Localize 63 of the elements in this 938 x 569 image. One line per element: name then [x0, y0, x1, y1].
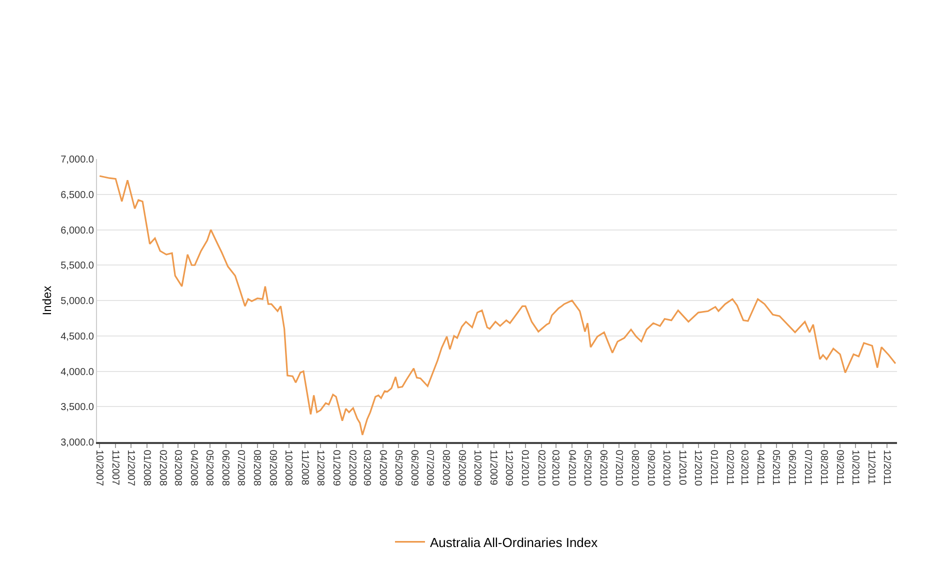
x-tick-label: 08/2009 — [440, 450, 452, 486]
x-tick-label: 09/2009 — [456, 450, 468, 486]
x-tick-label: 06/2010 — [597, 450, 608, 486]
x-tick-label: 02/2011 — [724, 450, 736, 486]
x-tick-label: 09/2008 — [267, 450, 278, 486]
legend-label: Australia All-Ordinaries Index — [430, 534, 598, 550]
x-tick-label: 02/2008 — [156, 450, 168, 486]
y-tick-label: 4,500.0 — [60, 331, 94, 342]
y-tick-label: 6,000.0 — [60, 225, 94, 236]
x-tick-label: 12/2008 — [314, 450, 326, 486]
x-tick-label: 10/2009 — [472, 450, 483, 486]
x-tick-label: 09/2011 — [834, 450, 845, 486]
x-tick-label: 06/2008 — [220, 450, 231, 486]
y-tick-label: 7,000.0 — [60, 154, 94, 166]
line-series — [98, 175, 896, 436]
x-tick-label: 12/2010 — [692, 450, 704, 486]
x-tick-label: 10/2011 — [849, 450, 860, 486]
y-tick-label: 3,500.0 — [60, 402, 94, 414]
x-tick-label: 08/2011 — [818, 450, 829, 486]
x-tick-label: 05/2008 — [204, 450, 215, 486]
x-tick-label: 02/2009 — [346, 450, 358, 486]
x-tick-label: 12/2011 — [880, 450, 892, 486]
x-tick-label: 04/2008 — [188, 450, 200, 486]
x-tick-label: 04/2009 — [376, 450, 388, 486]
x-tick-label: 12/2009 — [503, 450, 514, 486]
y-axis-title: Index — [40, 286, 54, 316]
y-tick-label: 3,000.0 — [60, 438, 94, 448]
y-tick-label: 4,000.0 — [60, 366, 94, 378]
x-tick-label: 06/2011 — [786, 450, 798, 486]
x-tick-label: 09/2010 — [644, 450, 656, 486]
x-tick-label: 08/2010 — [628, 450, 640, 486]
x-tick-label: 04/2011 — [754, 450, 766, 486]
x-tick-label: 11/2007 — [109, 450, 120, 486]
x-tick-label: 05/2011 — [770, 450, 782, 486]
x-tick-label: 01/2011 — [708, 450, 720, 486]
y-tick-label: 5,000.0 — [60, 296, 94, 307]
x-tick-label: 03/2011 — [738, 450, 750, 486]
x-tick-label: 06/2009 — [408, 450, 420, 486]
x-tick-label: 10/2008 — [282, 450, 294, 486]
y-tick-label: 6,500.0 — [60, 190, 94, 201]
x-tick-label: 03/2009 — [360, 450, 372, 486]
x-tick-label: 11/2010 — [676, 450, 688, 486]
x-tick-label: 07/2008 — [235, 450, 246, 486]
x-tick-label: 11/2011 — [865, 450, 876, 485]
x-tick-label: 04/2010 — [566, 450, 577, 486]
x-tick-label: 03/2010 — [550, 450, 561, 486]
x-tick-label: 02/2010 — [535, 450, 546, 486]
x-tick-label: 11/2008 — [298, 450, 310, 486]
x-tick-label: 07/2011 — [802, 450, 813, 486]
x-tick-label: 11/2009 — [488, 450, 499, 486]
x-tick-label: 10/2010 — [660, 450, 672, 486]
x-tick-label: 08/2008 — [251, 450, 262, 486]
x-tick-label: 10/2007 — [93, 450, 104, 486]
x-tick-label: 01/2008 — [140, 450, 152, 486]
x-tick-label: 01/2009 — [330, 450, 342, 486]
x-tick-label: 07/2010 — [612, 450, 624, 486]
x-tick-label: 05/2010 — [581, 450, 592, 486]
x-tick-label: 03/2008 — [172, 450, 183, 486]
y-tick-label: 5,500.0 — [60, 260, 94, 272]
x-tick-label: 07/2009 — [424, 450, 435, 486]
x-tick-label: 05/2009 — [392, 450, 404, 486]
x-tick-label: 12/2007 — [124, 450, 136, 486]
x-tick-label: 01/2010 — [519, 450, 530, 486]
